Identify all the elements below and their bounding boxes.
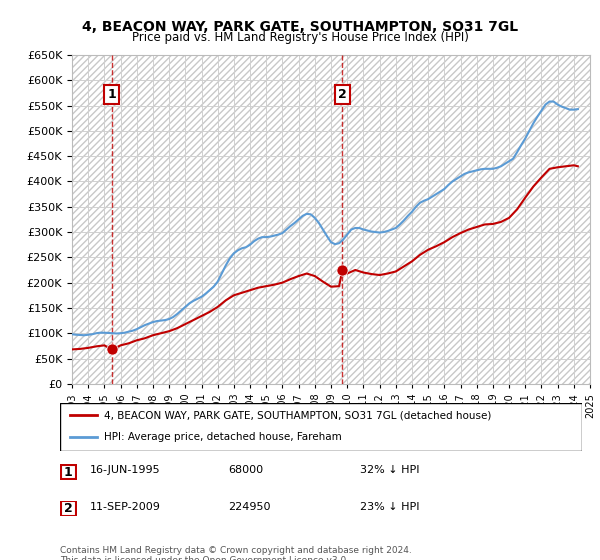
Text: 224950: 224950 — [228, 502, 271, 512]
Text: 32% ↓ HPI: 32% ↓ HPI — [360, 465, 419, 475]
Text: 4, BEACON WAY, PARK GATE, SOUTHAMPTON, SO31 7GL: 4, BEACON WAY, PARK GATE, SOUTHAMPTON, S… — [82, 20, 518, 34]
Text: 1: 1 — [64, 465, 73, 479]
Text: Price paid vs. HM Land Registry's House Price Index (HPI): Price paid vs. HM Land Registry's House … — [131, 31, 469, 44]
Text: HPI: Average price, detached house, Fareham: HPI: Average price, detached house, Fare… — [104, 432, 342, 442]
Text: 23% ↓ HPI: 23% ↓ HPI — [360, 502, 419, 512]
FancyBboxPatch shape — [60, 403, 582, 451]
Text: 11-SEP-2009: 11-SEP-2009 — [90, 502, 161, 512]
Text: 2: 2 — [64, 502, 73, 515]
Text: 2: 2 — [338, 88, 347, 101]
Text: 16-JUN-1995: 16-JUN-1995 — [90, 465, 161, 475]
Text: 1: 1 — [107, 88, 116, 101]
FancyBboxPatch shape — [61, 465, 76, 479]
Text: 68000: 68000 — [228, 465, 263, 475]
Text: 4, BEACON WAY, PARK GATE, SOUTHAMPTON, SO31 7GL (detached house): 4, BEACON WAY, PARK GATE, SOUTHAMPTON, S… — [104, 410, 492, 420]
FancyBboxPatch shape — [61, 501, 76, 516]
Text: Contains HM Land Registry data © Crown copyright and database right 2024.
This d: Contains HM Land Registry data © Crown c… — [60, 546, 412, 560]
